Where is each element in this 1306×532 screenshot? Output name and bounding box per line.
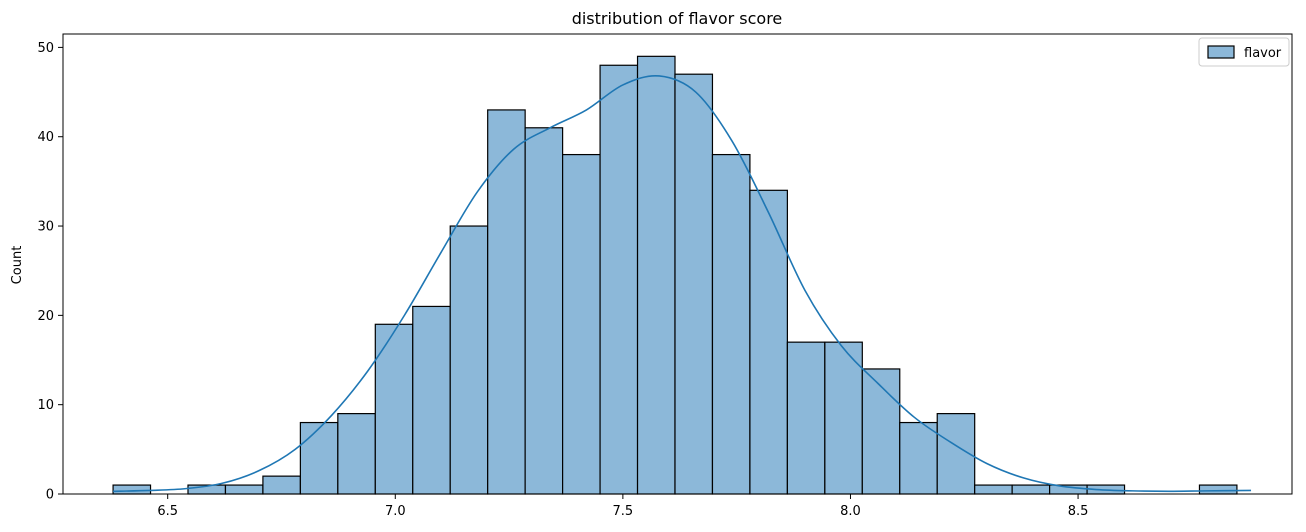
legend-box <box>1198 37 1290 67</box>
legend: flavor <box>1198 37 1290 67</box>
y-tick-label: 50 <box>37 41 54 56</box>
legend-label-flavor: flavor <box>1244 46 1282 61</box>
y-tick-label: 20 <box>37 309 54 324</box>
histogram-bar <box>636 55 676 495</box>
y-tick-label: 40 <box>37 130 54 145</box>
y-tick-label: 10 <box>37 398 54 413</box>
chart-title: distribution of flavor score <box>572 9 783 28</box>
histogram-bar <box>524 127 564 495</box>
kde-layer <box>113 74 1252 493</box>
histogram-bar <box>562 153 601 495</box>
axes-layer <box>62 33 1293 495</box>
histogram-bar <box>487 109 526 495</box>
histogram-bar <box>374 323 414 495</box>
ticks-layer: 6.5 7.0 7.5 8.0 8.5 0 10 20 30 40 50 <box>37 41 1088 519</box>
y-tick-label: 0 <box>46 488 54 503</box>
y-axis-label: Count <box>10 246 25 285</box>
histogram-bar <box>449 225 489 495</box>
kde-curve <box>113 74 1252 493</box>
x-tick-label: 8.5 <box>1068 504 1089 519</box>
histogram-bar <box>674 73 714 495</box>
histogram-bar <box>337 413 376 495</box>
histogram-bar <box>824 341 863 495</box>
bars-layer <box>112 55 1238 495</box>
legend-swatch <box>1207 45 1235 59</box>
histogram-bar <box>899 421 938 495</box>
x-tick-label: 8.0 <box>840 504 861 519</box>
x-tick-label: 7.5 <box>613 504 634 519</box>
histogram-bar <box>711 153 751 495</box>
histogram-bar <box>1198 484 1238 495</box>
histogram-bar <box>1011 484 1051 495</box>
histogram-bar <box>861 368 901 495</box>
histogram-bar <box>299 421 339 495</box>
x-tick-label: 7.0 <box>385 504 406 519</box>
histogram-bar <box>786 341 826 495</box>
histogram-bar <box>224 484 264 495</box>
histogram-bar <box>262 475 301 495</box>
histogram-bar <box>974 484 1013 495</box>
y-tick-label: 30 <box>37 220 54 235</box>
x-tick-label: 6.5 <box>157 504 178 519</box>
histogram-bar <box>599 64 639 495</box>
plot-frame <box>62 33 1293 495</box>
histogram-bar <box>749 189 788 495</box>
histogram-bar <box>112 484 152 495</box>
histogram-bar <box>412 305 451 495</box>
